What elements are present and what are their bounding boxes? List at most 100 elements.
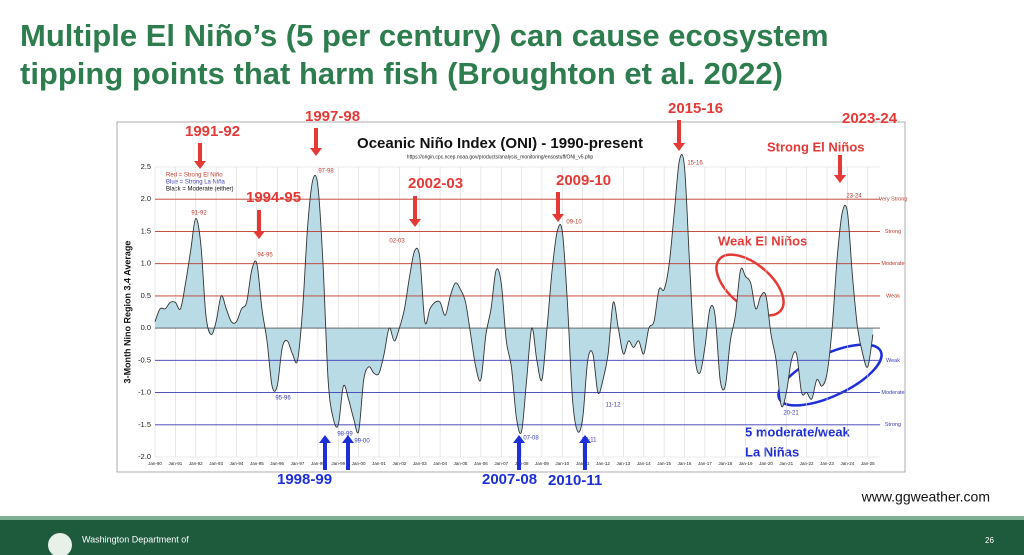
callout: Strong El Niños xyxy=(767,139,865,154)
y-tick-label: 0.0 xyxy=(141,323,151,332)
y-axis-label: 3-Month Nino Region 3.4 Average xyxy=(122,241,132,384)
x-tick-label: Jan-03 xyxy=(413,461,427,466)
x-tick-label: Jan-17 xyxy=(698,461,712,466)
y-tick-label: -1.5 xyxy=(138,420,151,429)
x-tick-label: Jan-99 xyxy=(331,461,345,466)
threshold-label: Moderate xyxy=(881,390,904,396)
x-tick-label: Jan-08 xyxy=(515,461,529,466)
peak-label: 15-16 xyxy=(687,161,703,167)
el-nino-event: 2009-10 xyxy=(556,172,611,189)
la-nina-event: 2007-08 xyxy=(482,471,537,488)
threshold-label: Weak xyxy=(886,358,900,364)
el-nino-event: 1994-95 xyxy=(246,189,301,206)
peak-label: 91-92 xyxy=(191,211,207,217)
page-number: 26 xyxy=(985,536,994,545)
peak-label: 97-98 xyxy=(318,169,334,175)
peak-label: 94-95 xyxy=(257,253,273,259)
x-tick-label: Jan-20 xyxy=(759,461,773,466)
peak-label: 11-12 xyxy=(606,403,622,409)
arrow-head xyxy=(579,435,591,443)
slide-title: tipping points that harm fish (Broughton… xyxy=(20,56,783,91)
y-tick-label: -1.0 xyxy=(138,388,151,397)
peak-label: 02-03 xyxy=(389,239,405,245)
source: www.ggweather.com xyxy=(861,489,990,505)
x-tick-label: Jan-91 xyxy=(168,461,182,466)
legend-text: Red = Strong El Niño xyxy=(166,173,223,179)
x-tick-label: Jan-96 xyxy=(270,461,284,466)
threshold-label: Strong xyxy=(885,229,901,235)
x-tick-label: Jan-16 xyxy=(678,461,692,466)
x-tick-label: Jan-18 xyxy=(718,461,732,466)
peak-label: 10-11 xyxy=(582,438,598,444)
y-tick-label: 1.0 xyxy=(141,259,151,268)
chart-subtitle: https://origin.cpc.ncep.noaa.gov/product… xyxy=(407,154,594,160)
peak-label: 09-10 xyxy=(566,220,582,226)
x-tick-label: Jan-23 xyxy=(820,461,834,466)
x-tick-label: Jan-10 xyxy=(555,461,569,466)
x-tick-label: Jan-02 xyxy=(392,461,406,466)
peak-label: 23-24 xyxy=(846,194,862,200)
x-tick-label: Jan-25 xyxy=(861,461,875,466)
arrow-head xyxy=(673,143,685,151)
peak-label: 95-96 xyxy=(275,396,291,402)
x-tick-label: Jan-15 xyxy=(657,461,671,466)
y-tick-label: -0.5 xyxy=(138,355,151,364)
y-tick-label: 1.5 xyxy=(141,226,151,235)
x-tick-label: Jan-00 xyxy=(352,461,366,466)
arrow-head xyxy=(513,435,525,443)
x-tick-label: Jan-11 xyxy=(576,461,590,466)
el-nino-event: 2015-16 xyxy=(668,100,723,117)
la-nina-event: 2010-11 xyxy=(548,472,602,489)
x-tick-label: Jan-98 xyxy=(311,461,325,466)
callout: Weak El Niños xyxy=(718,233,807,248)
callout: 5 moderate/weak xyxy=(745,424,851,439)
x-tick-label: Jan-09 xyxy=(535,461,549,466)
arrow-head xyxy=(834,175,846,183)
x-tick-label: Jan-01 xyxy=(372,461,386,466)
x-tick-label: Jan-12 xyxy=(596,461,610,466)
la-nina-event: 1998-99 xyxy=(277,471,332,488)
footer-band xyxy=(0,520,1024,555)
x-tick-label: Jan-97 xyxy=(291,461,305,466)
x-tick-label: Jan-14 xyxy=(637,461,651,466)
el-nino-event: 2023-24 xyxy=(842,110,898,127)
x-tick-label: Jan-21 xyxy=(779,461,793,466)
arrow-head xyxy=(552,214,564,222)
chart-title: Oceanic Niño Index (ONI) - 1990-present xyxy=(357,135,643,152)
x-tick-label: Jan-13 xyxy=(617,461,631,466)
y-tick-label: 2.0 xyxy=(141,194,151,203)
peak-label: 20-21 xyxy=(783,411,799,417)
el-nino-event: 2002-03 xyxy=(408,175,463,192)
x-tick-label: Jan-92 xyxy=(189,461,203,466)
el-nino-event: 1991-92 xyxy=(185,123,240,140)
slide-title: Multiple El Niño’s (5 per century) can c… xyxy=(20,18,829,53)
x-tick-label: Jan-95 xyxy=(250,461,264,466)
threshold-label: Moderate xyxy=(881,261,904,267)
x-tick-label: Jan-24 xyxy=(841,461,855,466)
arrow-head xyxy=(253,231,265,239)
threshold-label: Weak xyxy=(886,293,900,299)
x-tick-label: Jan-04 xyxy=(433,461,447,466)
weak-el-nino-circle xyxy=(715,253,785,317)
x-tick-label: Jan-22 xyxy=(800,461,814,466)
threshold-label: Strong xyxy=(885,422,901,428)
x-tick-label: Jan-90 xyxy=(148,461,162,466)
x-tick-label: Jan-93 xyxy=(209,461,223,466)
x-tick-label: Jan-05 xyxy=(454,461,468,466)
oni-line xyxy=(154,154,874,434)
y-tick-label: 0.5 xyxy=(141,291,151,300)
y-tick-label: -2.0 xyxy=(138,452,151,461)
area-fill xyxy=(155,154,873,434)
threshold-label: Very Strong xyxy=(879,197,908,203)
x-tick-label: Jan-94 xyxy=(230,461,244,466)
peak-label: 07-08 xyxy=(523,436,539,442)
footer-org: Washington Department of xyxy=(82,534,189,544)
arrow-head xyxy=(319,435,331,443)
legend-text: Black = Moderate (either) xyxy=(166,187,234,193)
el-nino-event: 1997-98 xyxy=(305,108,360,125)
chart-frame xyxy=(116,121,906,473)
y-tick-label: 2.5 xyxy=(141,162,151,171)
arrow-head xyxy=(194,161,206,169)
x-tick-label: Jan-06 xyxy=(474,461,488,466)
